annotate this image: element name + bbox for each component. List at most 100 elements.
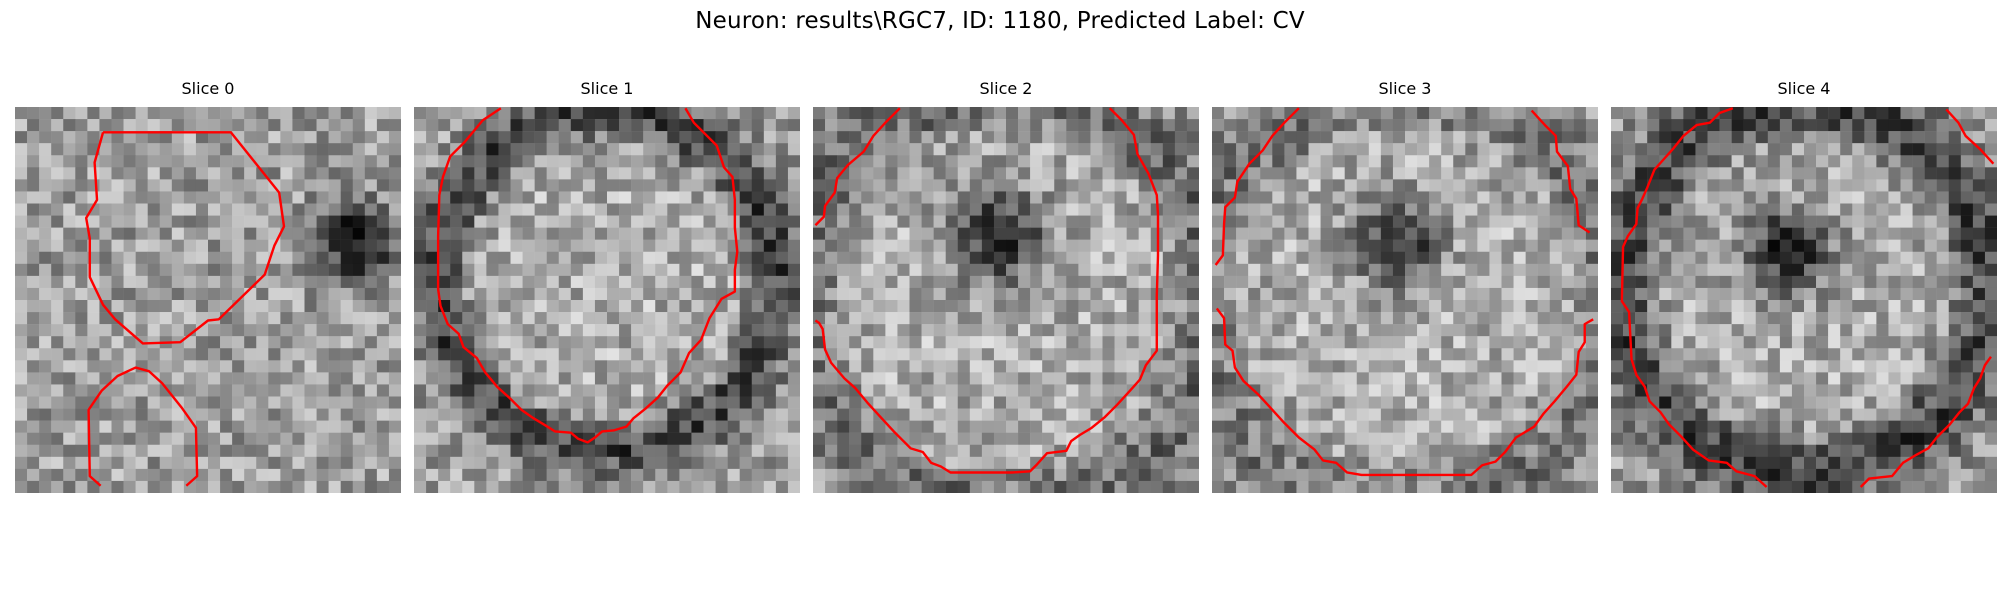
pixel [220, 215, 233, 228]
pixel [1174, 179, 1188, 192]
pixel [933, 155, 946, 168]
pixel [667, 119, 680, 132]
pixel [594, 203, 608, 216]
pixel [1611, 396, 1624, 409]
pixel [1611, 408, 1624, 421]
pixel [39, 348, 52, 361]
pixel [1441, 360, 1454, 373]
pixel [1186, 432, 1199, 445]
pixel [1380, 312, 1394, 325]
pixel [1876, 275, 1889, 289]
pixel [1417, 324, 1430, 337]
pixel [1623, 432, 1636, 445]
pixel [1453, 239, 1466, 252]
pixel [1392, 155, 1406, 168]
pixel [87, 372, 100, 385]
pixel [1501, 143, 1514, 156]
pixel [1585, 263, 1598, 277]
pixel [957, 432, 971, 445]
pixel [1791, 275, 1805, 289]
pixel [594, 348, 608, 361]
pixel [450, 179, 463, 192]
pixel [486, 468, 499, 482]
pixel [582, 215, 596, 228]
slice-title-1: Slice 1 [580, 79, 634, 98]
pixel [1212, 167, 1225, 180]
pixel [1308, 263, 1321, 277]
pixel [813, 432, 826, 445]
pixel [594, 420, 608, 433]
pixel [462, 300, 475, 313]
pixel [1429, 300, 1442, 313]
pixel [123, 251, 136, 265]
pixel [123, 275, 136, 289]
pixel [328, 372, 341, 385]
pixel [1864, 348, 1877, 361]
pixel [1030, 119, 1043, 132]
pixel [292, 480, 305, 493]
pixel [135, 480, 148, 493]
pixel [1272, 420, 1285, 433]
pixel [63, 396, 76, 409]
pixel [1308, 312, 1321, 325]
pixel [1659, 360, 1672, 373]
pixel [873, 300, 886, 313]
pixel [426, 203, 439, 216]
pixel [739, 251, 752, 265]
pixel [474, 251, 487, 265]
pixel [1332, 119, 1345, 132]
pixel [510, 251, 523, 265]
pixel [1224, 227, 1237, 240]
pixel [993, 312, 1007, 325]
pixel [1477, 179, 1490, 192]
pixel [364, 203, 378, 216]
pixel [763, 191, 777, 204]
pixel [849, 179, 862, 192]
pixel [1405, 179, 1418, 192]
pixel [667, 203, 680, 216]
pixel [1936, 348, 1949, 361]
pixel [1924, 324, 1937, 337]
pixel [1260, 360, 1273, 373]
pixel [135, 444, 148, 458]
pixel [268, 432, 281, 445]
pixel [1888, 336, 1901, 349]
pixel [1392, 324, 1406, 337]
pixel [414, 227, 427, 240]
pixel [426, 480, 439, 493]
pixel [1042, 396, 1055, 409]
pixel [1260, 167, 1273, 180]
pixel [909, 131, 922, 144]
pixel [1960, 251, 1974, 265]
pixel [1066, 275, 1079, 289]
pixel [183, 167, 197, 180]
pixel [667, 215, 680, 228]
pixel [1972, 275, 1986, 289]
pixel [1984, 107, 1997, 120]
pixel [51, 191, 64, 204]
pixel [1272, 300, 1285, 313]
pixel [208, 263, 221, 277]
pixel [171, 239, 185, 252]
pixel [1671, 107, 1684, 120]
pixel [1224, 131, 1237, 144]
pixel [1308, 131, 1321, 144]
pixel [195, 287, 209, 301]
pixel [1912, 408, 1925, 421]
pixel [1284, 348, 1297, 361]
pixel [135, 432, 148, 445]
pixel [99, 432, 112, 445]
pixel [1683, 432, 1696, 445]
pixel [1030, 408, 1043, 421]
pixel [1876, 191, 1889, 204]
pixel [462, 275, 475, 289]
pixel [1296, 203, 1309, 216]
pixel [570, 167, 584, 180]
pixel [1719, 396, 1732, 409]
pixel [534, 444, 547, 458]
pixel [352, 468, 366, 482]
pixel [763, 312, 777, 325]
pixel [388, 420, 401, 433]
pixel [1102, 420, 1115, 433]
pixel [1743, 203, 1756, 216]
